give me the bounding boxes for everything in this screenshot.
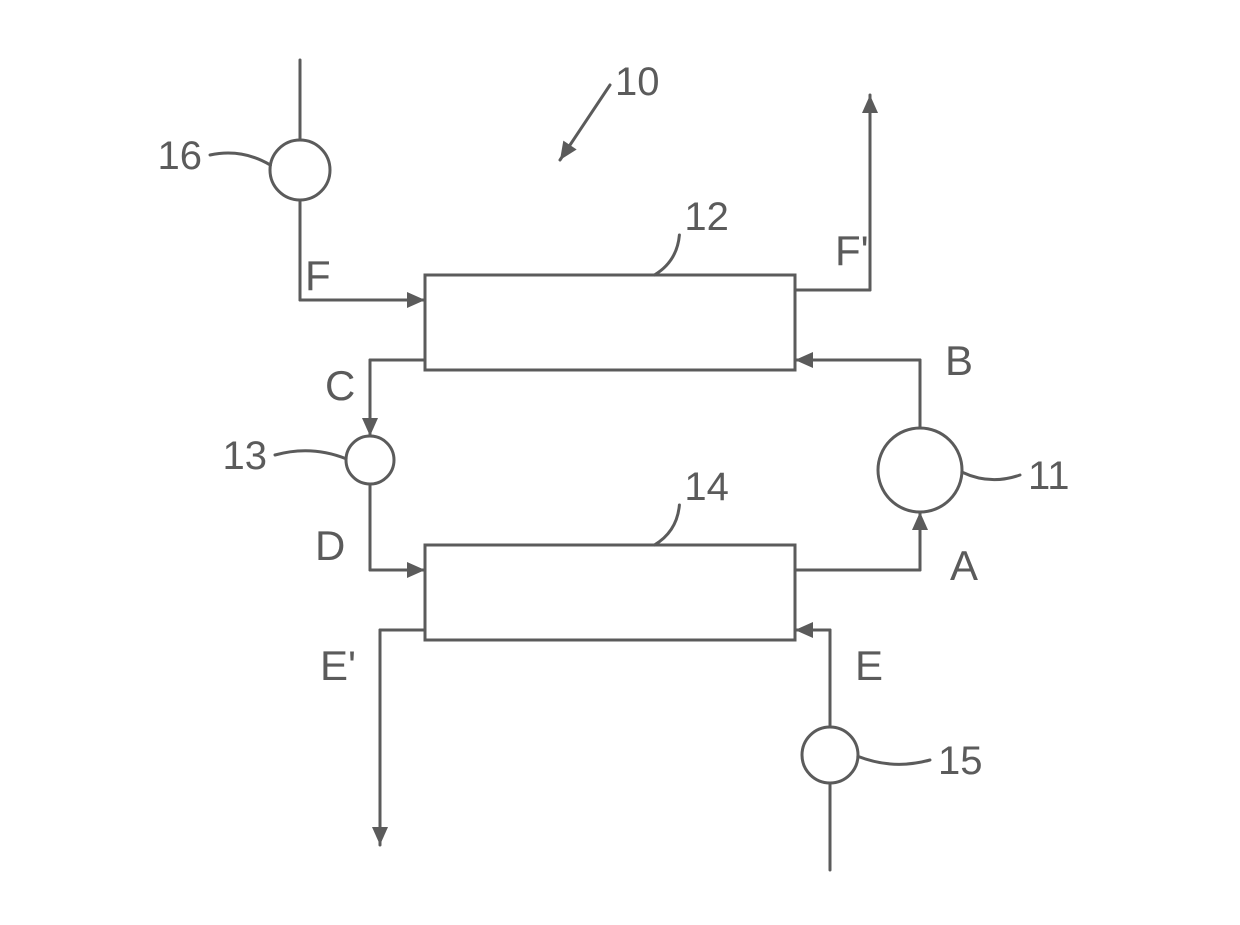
block-14 [425,545,795,640]
ref-11: 11 [1028,454,1070,498]
state-B: B [945,337,973,384]
Eprime-down-arrowhead [372,827,388,845]
circle-13 [346,436,394,484]
state-F: F [305,252,331,299]
B-left-arrowhead [795,352,813,368]
ref-14: 14 [684,465,729,509]
state-D: D [315,522,345,569]
D-right-arrowhead [407,562,425,578]
ref-13: 13 [223,434,268,478]
F-in-right-arrowhead [407,292,425,308]
state-E: E [855,642,883,689]
leader-15 [858,756,930,764]
overall-pointer-arrowhead [560,141,577,160]
leader-11 [962,472,1020,480]
block-12 [425,275,795,370]
C-down-arrowhead [362,418,378,436]
Fprime-up-arrowhead [862,95,878,113]
diagram-svg: 12 14 16 13 11 15 10 F F' C B D A E' E [0,0,1240,925]
circle-11 [878,428,962,512]
leader-12 [654,235,679,275]
state-Eprime: E' [320,642,356,689]
E-left-arrowhead [795,622,813,638]
leader-13 [275,451,346,459]
A-up-arrowhead [912,512,928,530]
ref-12: 12 [684,195,729,239]
leader-14 [654,505,679,545]
state-A: A [950,542,978,589]
state-C: C [325,362,355,409]
state-Fprime: F' [835,227,869,274]
ref-15: 15 [938,739,983,783]
ref-10: 10 [615,60,660,104]
circle-15 [802,727,858,783]
circle-16 [270,140,330,200]
leader-16 [210,153,270,165]
ref-16: 16 [158,134,203,178]
